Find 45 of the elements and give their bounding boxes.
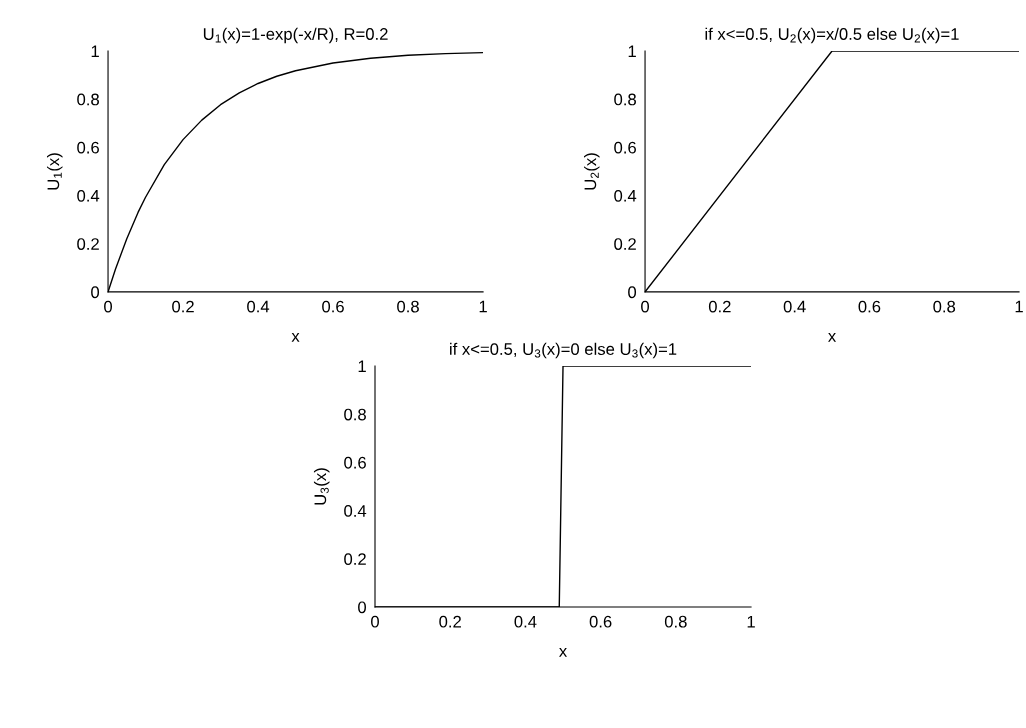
x-tick-label: 0.4 <box>783 300 806 313</box>
y-axis-title: U$_{2}$(x) <box>583 153 600 190</box>
y-tick-label: 0.4 <box>77 189 100 202</box>
x-tick-label: 0.8 <box>664 615 687 628</box>
y-tick-label: 0.2 <box>77 238 99 250</box>
x-tick-label: 0.2 <box>172 300 194 313</box>
x-tick-label: 1 <box>479 300 487 313</box>
chart-title: U$_{1}$(x)=1-exp(-x/R), R=0.2 <box>203 27 388 44</box>
y-tick-label: 0.8 <box>77 93 99 106</box>
x-tick-label: 0.4 <box>247 300 270 313</box>
y-tick-label: 1 <box>358 360 366 373</box>
y-tick-label: 0.2 <box>614 238 636 250</box>
x-tick-label: 1 <box>1015 300 1023 313</box>
x-tick-label: 0 <box>104 300 113 313</box>
chart-title: if x<=0.5, U$_{3}$(x)=0 else U$_{3}$(x)=1 <box>450 342 677 359</box>
y-tick-label: 0.6 <box>77 141 99 154</box>
x-tick-label: 0.6 <box>858 300 881 313</box>
x-axis-title: x <box>828 332 837 342</box>
y-tick-label: 0.6 <box>614 141 636 154</box>
y-tick-label: 1 <box>628 45 636 57</box>
x-tick-label: 0.2 <box>439 615 461 628</box>
x-tick-label: 0.6 <box>589 615 612 628</box>
y-axis-title: U$_{3}$(x) <box>313 468 330 505</box>
x-tick-label: 0.4 <box>514 615 537 628</box>
x-axis-title: x <box>291 332 300 342</box>
y-tick-label: 0.4 <box>614 189 637 202</box>
y-tick-label: 0.8 <box>344 408 366 421</box>
x-tick-label: 0.2 <box>708 300 731 313</box>
y-tick-label: 1 <box>91 45 99 57</box>
x-axis-title: x <box>559 648 567 657</box>
y-tick-label: 0 <box>628 286 637 299</box>
y-axis-title: U$_{1}$(x) <box>46 153 63 190</box>
x-tick-label: 0 <box>641 300 650 313</box>
y-tick-label: 0.6 <box>344 456 366 469</box>
x-tick-label: 0.8 <box>933 300 956 313</box>
y-tick-label: 0.8 <box>614 93 636 106</box>
chart-title: if x<=0.5, U$_{2}$(x)=x/0.5 else U$_{2}$(x)=1 <box>705 27 959 44</box>
x-tick-label: 1 <box>747 615 755 628</box>
x-tick-label: 0.6 <box>322 300 344 313</box>
y-tick-label: 0.2 <box>344 553 366 566</box>
y-tick-label: 0 <box>91 286 100 299</box>
x-tick-label: 0 <box>371 615 379 628</box>
y-tick-label: 0 <box>358 601 367 614</box>
y-tick-label: 0.4 <box>344 505 367 517</box>
x-tick-label: 0.8 <box>397 300 419 313</box>
